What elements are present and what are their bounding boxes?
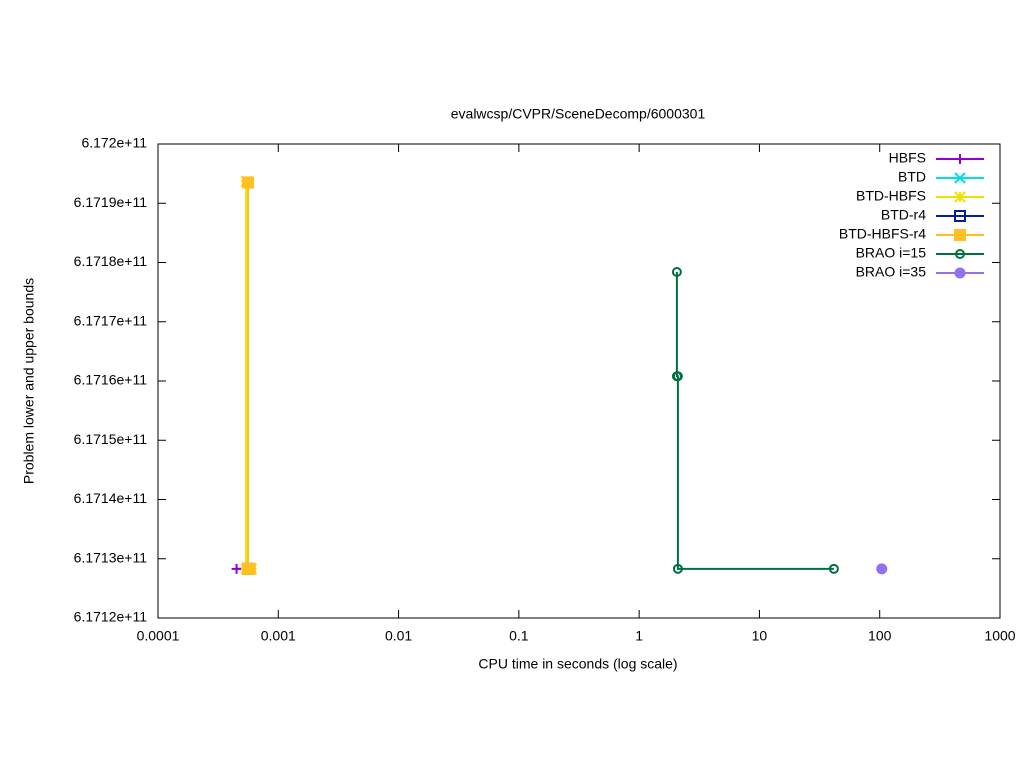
marker [955, 154, 965, 164]
y-tick-label: 6.1719e+11 [74, 194, 148, 210]
marker [671, 266, 682, 277]
x-tick-label: 100 [868, 628, 892, 644]
marker [955, 249, 965, 259]
marker [954, 172, 966, 184]
marker [672, 371, 683, 382]
x-tick-label: 0.001 [261, 628, 296, 644]
marker [672, 563, 683, 574]
chart-title: evalwcsp/CVPR/SceneDecomp/6000301 [451, 106, 706, 122]
y-tick-label: 6.1714e+11 [74, 490, 148, 506]
legend-label: BTD-r4 [881, 207, 926, 223]
marker [231, 563, 242, 574]
legend-label: BTD-HBFS [856, 188, 926, 204]
legend-label: BTD-HBFS-r4 [839, 226, 926, 242]
marker [243, 562, 256, 575]
marker [954, 210, 966, 222]
legend-label: BRAO i=35 [856, 264, 927, 280]
marker [828, 563, 839, 574]
series-line [675, 271, 834, 570]
y-tick-label: 6.1713e+11 [74, 549, 148, 565]
marker [876, 563, 888, 575]
x-tick-label: 1000 [984, 628, 1015, 644]
legend-label: BTD [898, 169, 926, 185]
x-tick-label: 0.1 [509, 628, 529, 644]
x-tick-label: 0.01 [385, 628, 412, 644]
y-tick-label: 6.1718e+11 [74, 253, 148, 269]
marker [954, 267, 966, 279]
marker [241, 176, 254, 189]
y-tick-label: 6.1712e+11 [74, 609, 148, 625]
x-tick-label: 10 [752, 628, 768, 644]
y-tick-label: 6.1716e+11 [74, 372, 148, 388]
x-tick-label: 0.0001 [137, 628, 180, 644]
y-tick-label: 6.1715e+11 [74, 431, 148, 447]
legend-label: BRAO i=15 [856, 245, 927, 261]
marker [954, 191, 966, 203]
y-tick-label: 6.172e+11 [81, 135, 147, 151]
marker [954, 229, 966, 241]
x-axis-label: CPU time in seconds (log scale) [478, 656, 677, 672]
y-tick-label: 6.1717e+11 [74, 312, 148, 328]
x-tick-label: 1 [635, 628, 643, 644]
y-axis-label: Problem lower and upper bounds [21, 278, 37, 484]
legend-label: HBFS [889, 150, 926, 166]
